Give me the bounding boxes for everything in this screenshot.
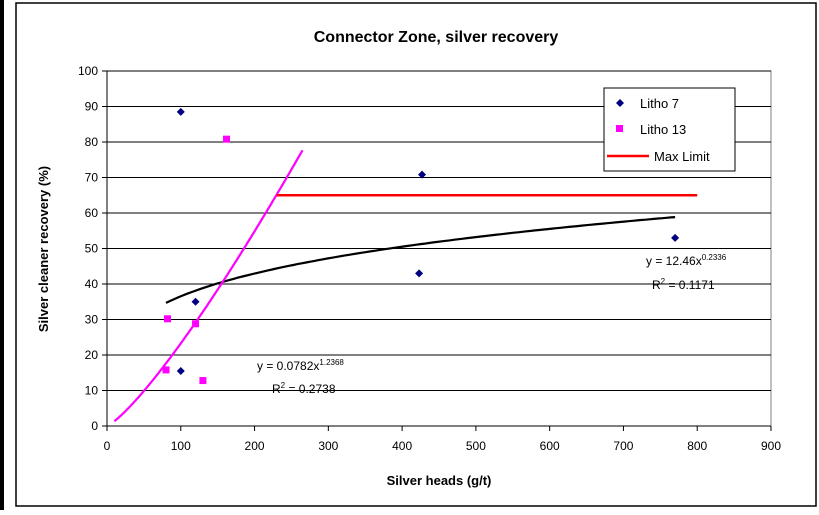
litho7-point: [418, 170, 427, 179]
legend-item-litho13: Litho 13: [616, 122, 686, 137]
trendline-equation-litho7: y = 12.46x0.2336 R2 = 0.1171: [646, 253, 727, 292]
y-tick-label: 70: [85, 171, 99, 185]
svg-text:R2 = 0.1171: R2 = 0.1171: [652, 277, 715, 292]
legend-label: Max Limit: [654, 149, 710, 164]
legend: Litho 7 Litho 13 Max Limit: [603, 87, 736, 172]
r2-sup: 2: [281, 381, 286, 390]
x-tick-label: 0: [104, 439, 111, 453]
y-tick-label: 100: [78, 64, 98, 78]
y-tick-label: 40: [85, 277, 99, 291]
x-tick-label: 400: [392, 439, 412, 453]
x-tick-label: 500: [466, 439, 486, 453]
legend-item-max-limit: Max Limit: [607, 149, 710, 164]
r2-value: = 0.1171: [665, 278, 715, 292]
left-border: [0, 0, 4, 510]
svg-text:y = 12.46x0.2336: y = 12.46x0.2336: [646, 253, 727, 268]
equation-exponent: 0.2336: [702, 253, 727, 262]
r2-sup: 2: [661, 277, 666, 286]
litho7-point: [176, 366, 185, 375]
trendlines: [113, 149, 676, 423]
y-tick-label: 10: [85, 384, 99, 398]
litho13-point: [223, 135, 231, 143]
litho13-point: [199, 377, 207, 385]
litho13-point: [162, 366, 170, 374]
chart-title: Connector Zone, silver recovery: [314, 29, 559, 46]
equation-exponent: 1.2368: [319, 358, 344, 367]
litho7-point: [191, 297, 200, 306]
litho7-point: [415, 269, 424, 278]
x-tick-label: 200: [245, 439, 265, 453]
square-marker-icon: [616, 125, 623, 132]
series-group: [162, 107, 698, 385]
legend-label: Litho 7: [640, 96, 679, 111]
svg-text:y = 0.0782x1.2368: y = 0.0782x1.2368: [257, 358, 344, 373]
x-tick-label: 900: [761, 439, 781, 453]
x-tick-label: 700: [613, 439, 633, 453]
legend-item-litho7: Litho 7: [616, 96, 679, 111]
r2-label: R: [272, 382, 281, 396]
x-tick-label: 300: [318, 439, 338, 453]
y-tick-label: 60: [85, 206, 99, 220]
legend-label: Litho 13: [640, 122, 686, 137]
litho13-point: [163, 315, 171, 323]
axes: [102, 70, 772, 431]
y-axis-label: Silver cleaner recovery (%): [36, 166, 51, 332]
diamond-marker-icon: [616, 99, 624, 107]
trendline-equation-litho13: y = 0.0782x1.2368 R2 = 0.2738: [257, 358, 344, 396]
y-tick-label: 20: [85, 348, 99, 362]
litho7-point: [671, 233, 680, 242]
litho7-point: [176, 107, 185, 116]
y-tick-label: 30: [85, 313, 99, 327]
tick-labels: 0 10 20 30 40 50 60 70 80 90 100 0 100 200 300 400 500 60…: [78, 64, 781, 453]
r2-label: R: [652, 278, 661, 292]
x-tick-label: 600: [540, 439, 560, 453]
y-tick-label: 80: [85, 135, 99, 149]
x-axis-label: Silver heads (g/t): [387, 473, 492, 488]
r2-value: = 0.2738: [285, 382, 336, 396]
litho13-point: [192, 320, 200, 328]
y-tick-label: 90: [85, 100, 99, 114]
y-tick-label: 0: [91, 419, 98, 433]
equation-text: y = 12.46x: [646, 254, 702, 268]
y-tick-label: 50: [85, 242, 99, 256]
trendline-litho-7: [165, 216, 676, 304]
x-tick-label: 800: [687, 439, 707, 453]
trendline-litho-13: [113, 149, 304, 423]
equation-text: y = 0.0782x: [257, 359, 319, 373]
svg-text:R2 = 0.2738: R2 = 0.2738: [272, 381, 336, 396]
x-tick-label: 100: [171, 439, 191, 453]
